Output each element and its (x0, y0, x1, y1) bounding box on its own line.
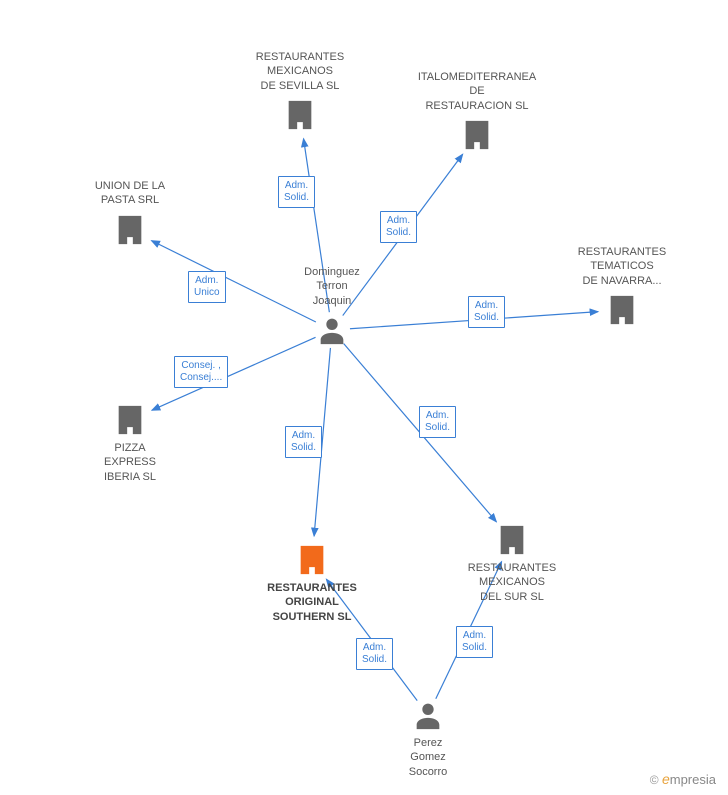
building-icon (495, 523, 529, 557)
building-icon (460, 118, 494, 152)
copyright-symbol: © (650, 773, 659, 787)
node-label: RESTAURANTES ORIGINAL SOUTHERN SL (247, 581, 377, 624)
edge-label: Adm. Solid. (356, 638, 393, 670)
node-label: Perez Gomez Socorro (363, 736, 493, 779)
edge-label: Adm. Solid. (285, 426, 322, 458)
node-label: RESTAURANTES TEMATICOS DE NAVARRA... (557, 245, 687, 288)
edge-label: Adm. Solid. (278, 176, 315, 208)
brand-logo-first: e (662, 771, 670, 787)
node-label: RESTAURANTES MEXICANOS DE SEVILLA SL (235, 50, 365, 93)
node-label: Dominguez Terron Joaquin (267, 265, 397, 308)
person-icon (315, 313, 349, 347)
edge-label: Consej. , Consej.... (174, 356, 228, 388)
brand-logo-rest: mpresia (670, 772, 716, 787)
edge-label: Adm. Solid. (456, 626, 493, 658)
node-label: UNION DE LA PASTA SRL (65, 179, 195, 208)
person-icon (411, 698, 445, 732)
building-icon (113, 403, 147, 437)
edge-label: Adm. Solid. (380, 211, 417, 243)
building-icon (295, 543, 329, 577)
building-icon (283, 98, 317, 132)
node-label: ITALOMEDITERRANEA DE RESTAURACION SL (412, 70, 542, 113)
node-label: PIZZA EXPRESS IBERIA SL (65, 441, 195, 484)
node-label: RESTAURANTES MEXICANOS DEL SUR SL (447, 561, 577, 604)
edge-label: Adm. Solid. (419, 406, 456, 438)
copyright-footer: © empresia (650, 771, 716, 787)
edge-label: Adm. Solid. (468, 296, 505, 328)
building-icon (605, 293, 639, 327)
building-icon (113, 213, 147, 247)
edge-label: Adm. Unico (188, 271, 226, 303)
